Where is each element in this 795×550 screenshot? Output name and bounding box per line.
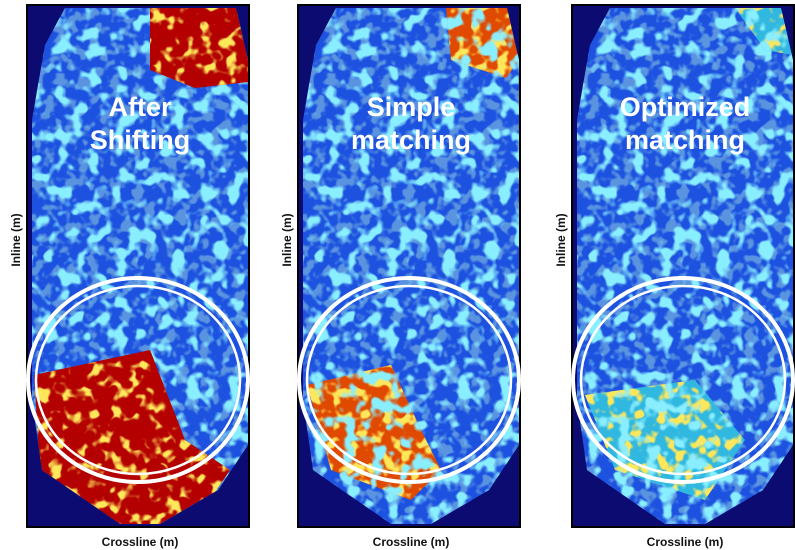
highlight-ring — [579, 284, 787, 476]
highlight-ring — [26, 276, 250, 484]
highlight-ring — [305, 284, 513, 476]
highlight-ring — [571, 276, 795, 484]
panel-title: matching — [351, 125, 471, 155]
y-axis-label: Inline (m) — [9, 213, 23, 266]
highlight-ring — [297, 276, 521, 484]
y-axis-label: Inline (m) — [280, 213, 294, 266]
amplitude-map — [577, 8, 793, 524]
panel-title: Shifting — [90, 125, 190, 155]
panel-title: matching — [625, 125, 745, 155]
highlight-ring — [34, 284, 242, 476]
amplitude-map — [303, 8, 519, 524]
x-axis-label: Crossline (m) — [647, 535, 724, 549]
amplitude-map — [32, 8, 248, 524]
y-axis-label: Inline (m) — [554, 213, 568, 266]
x-axis-label: Crossline (m) — [373, 535, 450, 549]
panel-title: Optimized — [620, 92, 751, 122]
panel-title: Simple — [367, 92, 456, 122]
panel-title: After — [108, 92, 171, 122]
x-axis-label: Crossline (m) — [102, 535, 179, 549]
